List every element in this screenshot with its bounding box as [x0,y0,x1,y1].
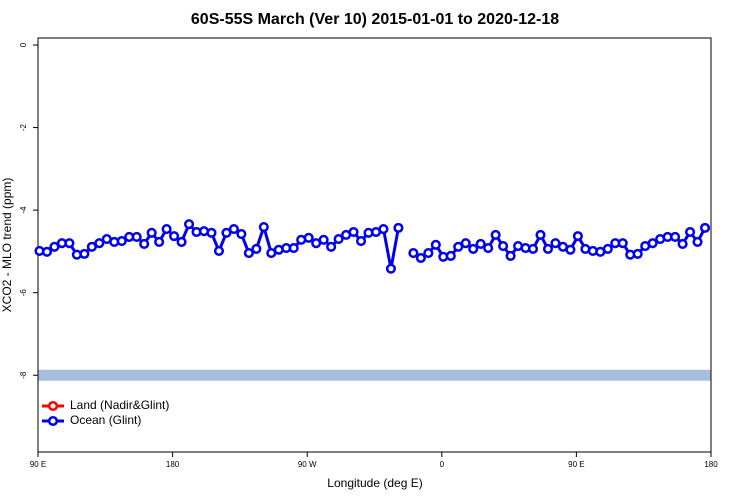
point [243,247,254,259]
point [86,241,97,252]
point [318,234,329,245]
point [483,243,494,254]
point [490,229,501,240]
point [258,221,269,233]
x-tick-label: 0 [440,460,445,469]
point [116,236,127,247]
point [670,231,681,243]
point [460,238,471,249]
point [161,224,172,235]
point [677,238,688,250]
point [550,238,561,249]
point [617,238,628,249]
point [176,236,187,247]
chart-title: 60S-55S March (Ver 10) 2015-01-01 to 202… [191,11,559,28]
point [498,240,509,252]
point [221,227,232,238]
point [430,239,441,250]
legend-marker [47,415,59,427]
legend-label: Ocean (Glint) [70,413,141,427]
y-tick-label: -8 [19,371,28,379]
x-tick-label: 90 W [298,460,317,469]
point [692,236,703,247]
point [79,248,90,259]
y-tick-label: -2 [19,123,28,131]
point [64,238,75,249]
point [236,229,247,240]
point [378,224,389,235]
point [393,222,404,233]
point [647,238,658,249]
point [423,247,434,259]
y-tick-label: 0 [19,42,28,47]
point [251,243,262,254]
point [505,250,516,261]
x-tick-label: 90 E [30,460,46,469]
plot-frame [37,37,712,453]
x-tick-label: 90 E [568,460,584,469]
point [475,238,486,250]
point [408,247,419,259]
point [685,226,696,238]
point [468,243,479,254]
point [699,222,711,233]
point [632,248,643,259]
y-tick-label: -6 [19,289,28,297]
point [326,241,337,252]
y-axis-label: XCO2 - MLO trend (ppm) [0,178,14,313]
point [333,233,344,245]
point [228,224,239,235]
point [169,231,180,242]
point [303,232,314,243]
point [348,226,359,238]
x-axis-label: Longitude (deg E) [327,476,422,490]
point [184,219,195,230]
point [445,250,456,261]
point [355,236,367,247]
legend-marker [47,400,59,412]
point [542,243,554,254]
point [146,227,157,238]
point [288,243,299,254]
legend-label: Land (Nadir&Glint) [70,398,169,412]
point [602,243,613,254]
point [206,227,217,238]
point [565,244,576,255]
point [527,243,539,254]
point [41,246,53,257]
point [213,245,225,257]
point [415,252,426,264]
x-tick-label: 180 [704,460,718,469]
point [154,236,165,247]
y-tick-label: -4 [19,206,28,214]
point [385,263,397,274]
point [49,241,60,252]
point [131,231,142,243]
point [94,238,105,249]
point [453,241,464,252]
point [139,238,150,250]
point [572,231,583,242]
point [535,229,546,240]
x-tick-label: 180 [166,460,180,469]
